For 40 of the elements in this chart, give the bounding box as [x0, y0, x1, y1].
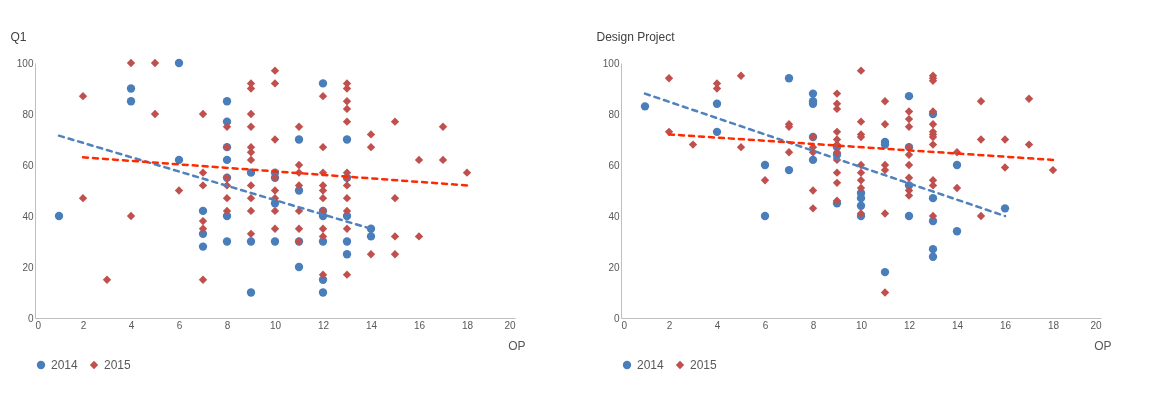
y-tick-label: 100	[602, 57, 620, 69]
y-tick-label: 60	[22, 159, 34, 171]
x-tick-label: 6	[762, 319, 769, 331]
x-tick-label: 0	[35, 319, 42, 331]
legend-label: 2014	[637, 358, 665, 372]
x-tick-label: 12	[903, 319, 916, 331]
x-tick-label: 16	[413, 319, 426, 331]
legend-label: 2015	[104, 358, 132, 372]
y-tick-label: 20	[608, 261, 620, 273]
y-tick-label: 80	[22, 108, 34, 120]
y-tick-label: 60	[608, 159, 620, 171]
x-tick-label: 8	[224, 319, 231, 331]
y-axis-title: Design Project	[596, 29, 676, 44]
x-tick-label: 2	[80, 319, 87, 331]
x-tick-label: 4	[128, 319, 135, 331]
x-tick-label: 14	[365, 319, 378, 331]
x-tick-label: 12	[317, 319, 330, 331]
x-tick-label: 20	[504, 319, 516, 331]
y-tick-label: 40	[22, 210, 34, 222]
x-tick-label: 8	[810, 319, 817, 331]
legend-label: 2015	[690, 358, 718, 372]
x-tick-label: 2	[666, 319, 673, 331]
y-axis-title: Q1	[10, 29, 27, 44]
x-axis-title: OP	[1094, 338, 1112, 353]
legend-label: 2014	[51, 358, 79, 372]
x-tick-label: 6	[176, 319, 183, 331]
y-tick-label: 80	[608, 108, 620, 120]
y-tick-label: 40	[608, 210, 620, 222]
x-axis-title: OP	[508, 338, 526, 353]
x-tick-label: 14	[951, 319, 964, 331]
x-tick-label: 4	[714, 319, 721, 331]
x-tick-label: 18	[1047, 319, 1060, 331]
x-tick-label: 20	[1090, 319, 1102, 331]
x-tick-label: 10	[855, 319, 868, 331]
y-tick-label: 20	[22, 261, 34, 273]
y-tick-label: 100	[16, 57, 34, 69]
x-tick-label: 16	[999, 319, 1012, 331]
x-tick-label: 18	[461, 319, 474, 331]
x-tick-label: 0	[621, 319, 628, 331]
x-tick-label: 10	[269, 319, 282, 331]
